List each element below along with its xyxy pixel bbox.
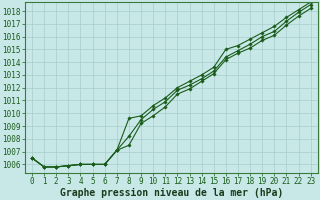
X-axis label: Graphe pression niveau de la mer (hPa): Graphe pression niveau de la mer (hPa)	[60, 188, 283, 198]
